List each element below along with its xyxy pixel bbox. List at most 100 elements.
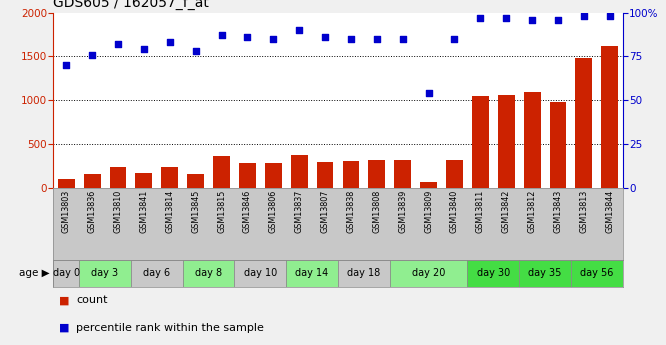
Point (449, 36, 460, 41)
Bar (58, 179, 75, 188)
Point (268, 36, 278, 41)
Bar (498, 95, 515, 188)
Text: GSM13846: GSM13846 (243, 190, 252, 233)
Bar (519, 259, 571, 287)
Text: GSM13806: GSM13806 (269, 190, 278, 233)
Bar (342, 161, 360, 188)
Text: GSM13812: GSM13812 (527, 190, 537, 233)
Bar (575, 58, 592, 188)
Bar (523, 92, 541, 188)
Text: ■: ■ (59, 295, 69, 305)
Bar (472, 96, 489, 188)
Text: day 20: day 20 (412, 268, 446, 278)
Point (242, 34, 252, 40)
Text: day 10: day 10 (244, 268, 277, 278)
Bar (79, 259, 131, 287)
Bar (601, 46, 618, 188)
Bar (260, 188, 286, 259)
Bar (79, 188, 105, 259)
Text: GSM13815: GSM13815 (217, 190, 226, 233)
Text: GSM13838: GSM13838 (346, 190, 356, 233)
Bar (364, 188, 390, 259)
Text: GSM13814: GSM13814 (165, 190, 174, 233)
Point (372, 36, 382, 41)
Bar (286, 188, 312, 259)
Bar (187, 174, 204, 188)
Bar (265, 162, 282, 188)
Point (294, 27, 304, 33)
Point (501, 15, 511, 21)
Point (113, 41, 123, 47)
Text: GSM13813: GSM13813 (579, 190, 588, 233)
Bar (53, 259, 79, 287)
Text: count: count (76, 295, 107, 305)
Point (605, 13, 615, 19)
Text: percentile rank within the sample: percentile rank within the sample (76, 323, 264, 333)
Bar (545, 188, 571, 259)
Text: GSM13808: GSM13808 (372, 190, 382, 233)
Text: GSM13807: GSM13807 (320, 190, 330, 233)
Text: GSM13840: GSM13840 (450, 190, 459, 233)
Text: day 3: day 3 (91, 268, 119, 278)
Point (216, 32, 227, 38)
Bar (416, 188, 442, 259)
Bar (368, 160, 385, 188)
Text: GSM13842: GSM13842 (501, 190, 511, 233)
Point (61, 62, 71, 68)
Point (527, 17, 537, 22)
Point (579, 13, 589, 19)
Bar (131, 188, 157, 259)
Text: GSM13810: GSM13810 (113, 190, 123, 233)
Bar (157, 188, 182, 259)
Bar (208, 188, 234, 259)
Text: GSM13845: GSM13845 (191, 190, 200, 233)
Point (320, 34, 330, 40)
Bar (597, 188, 623, 259)
Text: GSM13841: GSM13841 (139, 190, 149, 233)
Bar (338, 259, 390, 287)
Bar (468, 188, 494, 259)
Bar (135, 173, 153, 188)
Bar (286, 259, 338, 287)
Bar (394, 160, 411, 188)
Text: GSM13844: GSM13844 (605, 190, 614, 233)
Text: day 18: day 18 (347, 268, 380, 278)
Text: day 30: day 30 (477, 268, 510, 278)
Point (87, 52, 97, 57)
Bar (446, 160, 463, 188)
Text: day 8: day 8 (195, 268, 222, 278)
Point (190, 48, 201, 54)
Text: GSM13843: GSM13843 (553, 190, 563, 233)
Bar (182, 259, 234, 287)
Bar (213, 157, 230, 188)
Text: GSM13836: GSM13836 (88, 190, 97, 233)
Text: GSM13809: GSM13809 (424, 190, 433, 233)
Point (346, 36, 356, 41)
Bar (494, 188, 519, 259)
Text: GDS605 / 162057_f_at: GDS605 / 162057_f_at (53, 0, 209, 10)
Bar (338, 188, 364, 259)
Text: day 35: day 35 (528, 268, 561, 278)
Bar (316, 162, 334, 188)
Point (553, 17, 563, 22)
Point (398, 36, 408, 41)
Bar (105, 188, 131, 259)
Bar (571, 259, 623, 287)
Text: day 56: day 56 (580, 268, 613, 278)
Bar (182, 188, 208, 259)
Text: GSM13837: GSM13837 (294, 190, 304, 233)
Bar (291, 155, 308, 188)
Bar (549, 102, 566, 188)
Bar (390, 259, 468, 287)
Bar (53, 188, 79, 259)
Bar (312, 188, 338, 259)
Text: GSM13803: GSM13803 (62, 190, 71, 233)
Bar (84, 175, 101, 188)
Point (424, 90, 434, 96)
Bar (571, 188, 597, 259)
Text: age ▶: age ▶ (19, 268, 50, 278)
Text: ■: ■ (59, 323, 69, 333)
Point (165, 40, 175, 45)
Text: GSM13811: GSM13811 (476, 190, 485, 233)
Bar (234, 188, 260, 259)
